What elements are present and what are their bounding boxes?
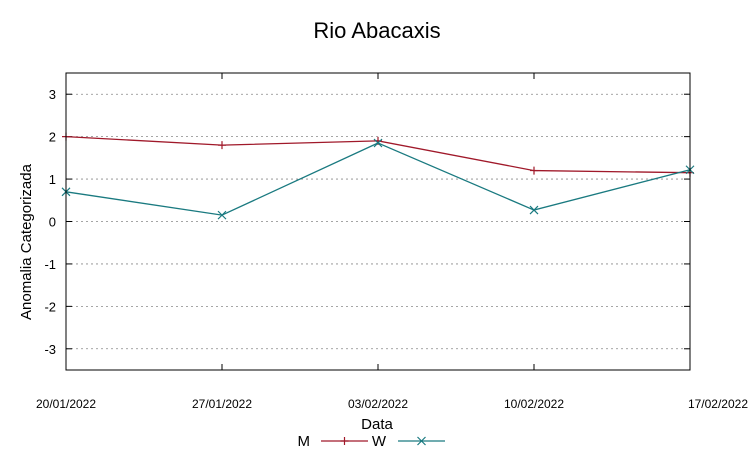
y-tick-label: 0 bbox=[49, 215, 56, 230]
x-tick-label: 10/02/2022 bbox=[504, 397, 564, 411]
series-w bbox=[61, 138, 695, 220]
x-axis-ticks: 20/01/2022 27/01/2022 03/02/2022 10/02/2022… bbox=[36, 73, 748, 411]
series-m bbox=[62, 132, 694, 177]
data-point-m bbox=[218, 141, 226, 150]
x-axis-label: Data bbox=[361, 416, 393, 433]
y-axis-label: Anomalia Categorizada bbox=[18, 163, 35, 320]
plot-series bbox=[61, 132, 695, 220]
grid-lines bbox=[66, 93, 690, 350]
y-axis-ticks: 3 2 1 0 -1 -2 -3 bbox=[44, 87, 690, 357]
chart-title: Rio Abacaxis bbox=[313, 18, 440, 43]
data-point-w bbox=[373, 138, 383, 148]
x-tick-label: 17/02/2022 bbox=[688, 397, 748, 411]
x-tick-label: 27/01/2022 bbox=[192, 397, 252, 411]
data-point-m bbox=[530, 166, 538, 175]
data-point-w bbox=[217, 210, 227, 220]
y-tick-label: -1 bbox=[44, 257, 56, 272]
y-tick-label: 1 bbox=[49, 172, 56, 187]
plot-frame bbox=[65, 72, 691, 371]
x-tick-label: 03/02/2022 bbox=[348, 397, 408, 411]
y-tick-label: -3 bbox=[44, 342, 56, 357]
legend-label-m: M bbox=[298, 433, 311, 450]
x-tick-label: 20/01/2022 bbox=[36, 397, 96, 411]
y-tick-label: 2 bbox=[49, 130, 56, 145]
legend-label-w: W bbox=[372, 433, 387, 450]
legend-marker-m bbox=[340, 437, 349, 445]
y-tick-label: -2 bbox=[44, 299, 56, 314]
y-tick-label: 3 bbox=[49, 87, 56, 102]
legend-marker-w bbox=[417, 436, 426, 446]
data-point-w bbox=[529, 205, 539, 215]
